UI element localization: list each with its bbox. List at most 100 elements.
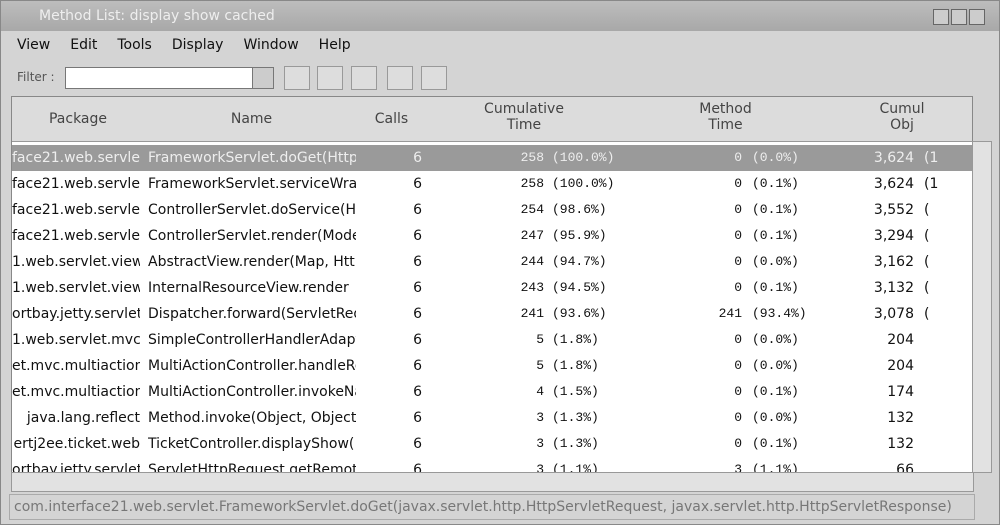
- table-row[interactable]: ortbay.jetty.servlet ServletHttpRequest.g…: [12, 457, 972, 473]
- table-cell: (0.0%): [752, 358, 799, 373]
- table-cell: (1: [924, 150, 939, 166]
- table-cell: 0: [734, 436, 742, 451]
- column-header[interactable]: Name: [144, 97, 360, 142]
- table-row[interactable]: face21.web.servlet FrameworkServlet.doGet…: [12, 145, 972, 171]
- table-cell: 3,624: [873, 176, 914, 192]
- table-cell: (100.0%): [552, 176, 615, 191]
- table-row[interactable]: 1.web.servlet.view AbstractView.render(Ma…: [12, 249, 972, 275]
- table-cell: (0.1%): [752, 176, 799, 191]
- column-header[interactable]: Package: [12, 97, 145, 142]
- column-header-text: Name: [230, 111, 273, 127]
- table-cell: 3,552: [873, 202, 914, 218]
- table-row[interactable]: 1.web.servlet.mvc SimpleControllerHandler…: [12, 327, 972, 353]
- filter-label: Filter :: [17, 70, 55, 84]
- table-cell: 6: [413, 410, 422, 426]
- table-cell: 0: [734, 176, 742, 191]
- filter-dropdown[interactable]: [252, 67, 274, 89]
- table-cell: 6: [413, 436, 422, 452]
- filter-bar: Filter :: [1, 63, 999, 93]
- table-cell: (93.4%): [752, 306, 807, 321]
- table-cell: (0.0%): [752, 254, 799, 269]
- table-cell: (1.8%): [552, 358, 599, 373]
- table-cell: 6: [413, 384, 422, 400]
- table-cell: (1.1%): [752, 462, 799, 473]
- column-header[interactable]: Cumul Obj: [827, 97, 972, 142]
- filter-input[interactable]: [65, 67, 253, 89]
- table-row[interactable]: ertj2ee.ticket.web TicketController.displ…: [12, 431, 972, 457]
- column-header-text: Cumulative: [484, 101, 564, 117]
- table-cell: 0: [734, 280, 742, 295]
- maximize-button[interactable]: [951, 9, 967, 25]
- table-cell: 6: [413, 462, 422, 473]
- table-row[interactable]: ortbay.jetty.servlet Dispatcher.forward(S…: [12, 301, 972, 327]
- table-cell: 6: [413, 202, 422, 218]
- menu-item[interactable]: Edit: [70, 37, 98, 53]
- table-cell: 0: [734, 358, 742, 373]
- column-header-text: Method: [699, 101, 752, 117]
- menu-item[interactable]: Help: [318, 37, 351, 53]
- table-cell: 3,132: [873, 280, 914, 296]
- minimize-button[interactable]: [933, 9, 949, 25]
- table-cell: 258: [520, 176, 544, 191]
- column-header[interactable]: Calls: [359, 97, 425, 142]
- column-header[interactable]: Method Time: [624, 97, 828, 142]
- table-cell: (: [924, 306, 930, 322]
- table-row[interactable]: et.mvc.multiaction MultiActionController.…: [12, 379, 972, 405]
- vertical-scrollbar[interactable]: [972, 141, 992, 473]
- table-cell: (98.6%): [552, 202, 607, 217]
- table-cell: MultiActionController.invokeNa: [148, 384, 356, 400]
- table-cell: 0: [734, 332, 742, 347]
- table-row[interactable]: 1.web.servlet.view InternalResourceView.r…: [12, 275, 972, 301]
- table-cell: java.lang.reflect: [26, 410, 140, 426]
- column-header-text: Package: [48, 111, 108, 127]
- status-bar: com.interface21.web.servlet.FrameworkSer…: [9, 494, 975, 520]
- toolbar-button[interactable]: [284, 66, 310, 90]
- menu-item[interactable]: Tools: [117, 37, 152, 53]
- table-cell: AbstractView.render(Map, Http: [148, 254, 356, 270]
- table-cell: (: [924, 228, 930, 244]
- toolbar-button[interactable]: [421, 66, 447, 90]
- close-button[interactable]: [969, 9, 985, 25]
- table-cell: ertj2ee.ticket.web: [13, 436, 140, 452]
- table-cell: face21.web.servlet: [12, 176, 140, 192]
- menu-item[interactable]: Window: [243, 37, 299, 53]
- table-cell: 204: [887, 358, 914, 374]
- table-cell: TicketController.displayShow(: [148, 436, 355, 452]
- table-cell: InternalResourceView.render: [148, 280, 349, 296]
- table-cell: 0: [734, 150, 742, 165]
- horizontal-scrollbar[interactable]: [11, 472, 974, 492]
- table-row[interactable]: face21.web.servlet ControllerServlet.rend…: [12, 223, 972, 249]
- table-cell: (94.7%): [552, 254, 607, 269]
- table-cell: 6: [413, 254, 422, 270]
- table-cell: (0.0%): [752, 332, 799, 347]
- column-header-text: Obj: [890, 117, 914, 133]
- toolbar-button[interactable]: [317, 66, 343, 90]
- toolbar-button[interactable]: [351, 66, 377, 90]
- table-cell: 132: [887, 436, 914, 452]
- column-header[interactable]: Cumulative Time: [424, 97, 625, 142]
- table-cell: 6: [413, 332, 422, 348]
- table-row[interactable]: face21.web.servlet FrameworkServlet.servi…: [12, 171, 972, 197]
- column-header-text: Calls: [374, 111, 409, 127]
- table-cell: (100.0%): [552, 150, 615, 165]
- table-cell: face21.web.servlet: [12, 228, 140, 244]
- table-cell: 1.web.servlet.view: [12, 254, 140, 270]
- menu-item[interactable]: View: [17, 37, 51, 53]
- table-row[interactable]: java.lang.reflect Method.invoke(Object, O…: [12, 405, 972, 431]
- table-row[interactable]: face21.web.servlet ControllerServlet.doSe…: [12, 197, 972, 223]
- menu-item[interactable]: Display: [171, 37, 224, 53]
- table-row[interactable]: et.mvc.multiaction MultiActionController.…: [12, 353, 972, 379]
- table-cell: (94.5%): [552, 280, 607, 295]
- table-cell: 244: [520, 254, 544, 269]
- table-cell: 0: [734, 410, 742, 425]
- table-cell: 6: [413, 228, 422, 244]
- table-cell: 3: [536, 410, 544, 425]
- toolbar-button[interactable]: [387, 66, 413, 90]
- table-cell: 3: [734, 462, 742, 473]
- table-cell: 254: [520, 202, 544, 217]
- table-cell: (1.5%): [552, 384, 599, 399]
- title-bar: Method List: display show cached: [1, 1, 999, 31]
- table-cell: 3,162: [873, 254, 914, 270]
